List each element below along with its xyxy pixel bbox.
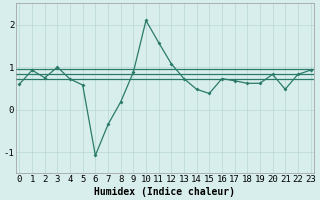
X-axis label: Humidex (Indice chaleur): Humidex (Indice chaleur) bbox=[94, 186, 236, 197]
